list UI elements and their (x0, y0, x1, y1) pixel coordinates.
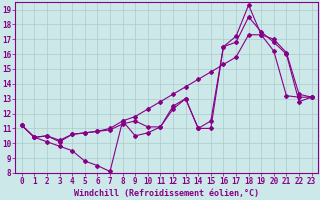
X-axis label: Windchill (Refroidissement éolien,°C): Windchill (Refroidissement éolien,°C) (74, 189, 259, 198)
